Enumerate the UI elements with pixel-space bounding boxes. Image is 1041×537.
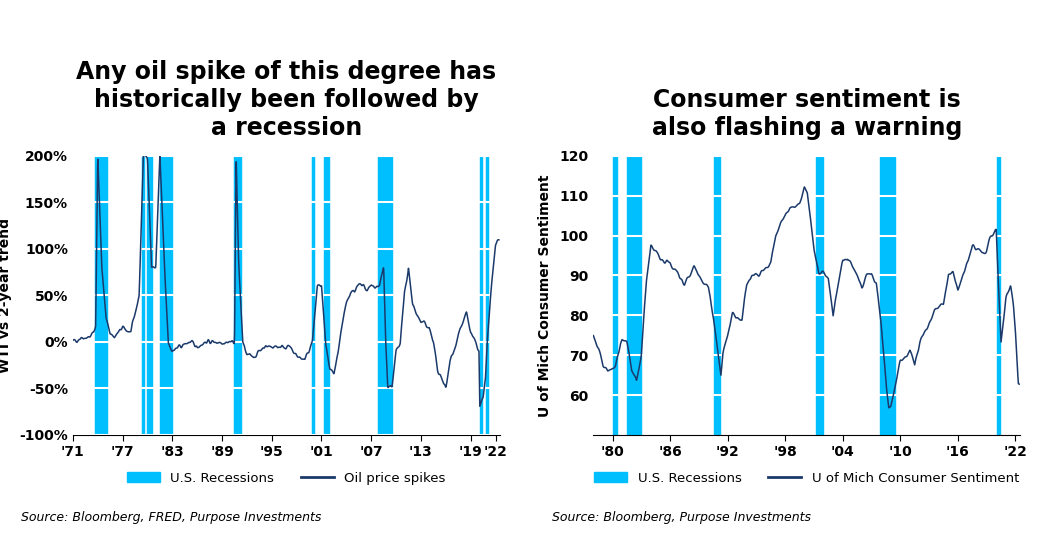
Bar	[612, 156, 617, 435]
Text: Any oil spike of this degree has
historically been followed by
a recession: Any oil spike of this degree has histori…	[76, 60, 497, 140]
Text: Source: Bloomberg, Purpose Investments: Source: Bloomberg, Purpose Investments	[552, 511, 811, 524]
Bar	[96, 156, 107, 435]
Bar	[148, 156, 152, 435]
Bar	[160, 156, 172, 435]
Bar	[627, 156, 640, 435]
Bar	[235, 156, 240, 435]
Y-axis label: U of Mich Consumer Sentiment: U of Mich Consumer Sentiment	[538, 174, 553, 417]
Y-axis label: WTI vs 2-year trend: WTI vs 2-year trend	[0, 218, 12, 373]
Bar	[881, 156, 895, 435]
Bar	[714, 156, 720, 435]
Bar	[997, 156, 1000, 435]
Bar	[324, 156, 329, 435]
Text: Source: Bloomberg, FRED, Purpose Investments: Source: Bloomberg, FRED, Purpose Investm…	[21, 511, 322, 524]
Legend: U.S. Recessions, Oil price spikes: U.S. Recessions, Oil price spikes	[122, 466, 451, 490]
Bar	[480, 156, 482, 435]
Bar	[379, 156, 392, 435]
Legend: U.S. Recessions, U of Mich Consumer Sentiment: U.S. Recessions, U of Mich Consumer Sent…	[589, 466, 1024, 490]
Text: Consumer sentiment is
also flashing a warning: Consumer sentiment is also flashing a wa…	[652, 88, 962, 140]
Bar	[816, 156, 822, 435]
